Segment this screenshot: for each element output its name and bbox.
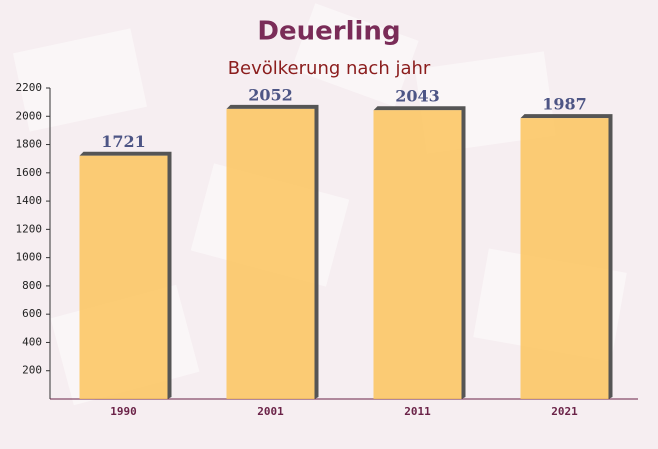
- bar: [520, 118, 609, 400]
- bar: [226, 108, 315, 400]
- y-tick-label: 2200: [16, 81, 43, 94]
- y-tick-label: 2000: [16, 109, 43, 122]
- y-tick-label: 1000: [16, 251, 43, 264]
- value-label: 1721: [101, 132, 146, 151]
- y-tick-label: 1600: [16, 166, 43, 179]
- x-tick-label: 2021: [551, 405, 578, 418]
- x-tick-label: 1990: [110, 405, 137, 418]
- bar: [79, 155, 168, 399]
- x-tick-label: 2011: [404, 405, 431, 418]
- x-tick-label: 2001: [257, 405, 284, 418]
- value-label: 1987: [542, 95, 587, 114]
- chart-subtitle: Bevölkerung nach jahr: [228, 58, 431, 79]
- y-tick-label: 1200: [16, 222, 43, 235]
- y-tick-label: 600: [22, 307, 42, 320]
- value-label: 2043: [395, 87, 440, 106]
- bar: [373, 110, 462, 399]
- value-label: 2052: [248, 85, 293, 104]
- y-tick-label: 800: [22, 279, 42, 292]
- y-tick-label: 400: [22, 335, 42, 348]
- y-tick-label: 1800: [16, 138, 43, 151]
- chart-title: Deuerling: [257, 17, 400, 47]
- y-tick-label: 200: [22, 364, 42, 377]
- y-tick-label: 1400: [16, 194, 43, 207]
